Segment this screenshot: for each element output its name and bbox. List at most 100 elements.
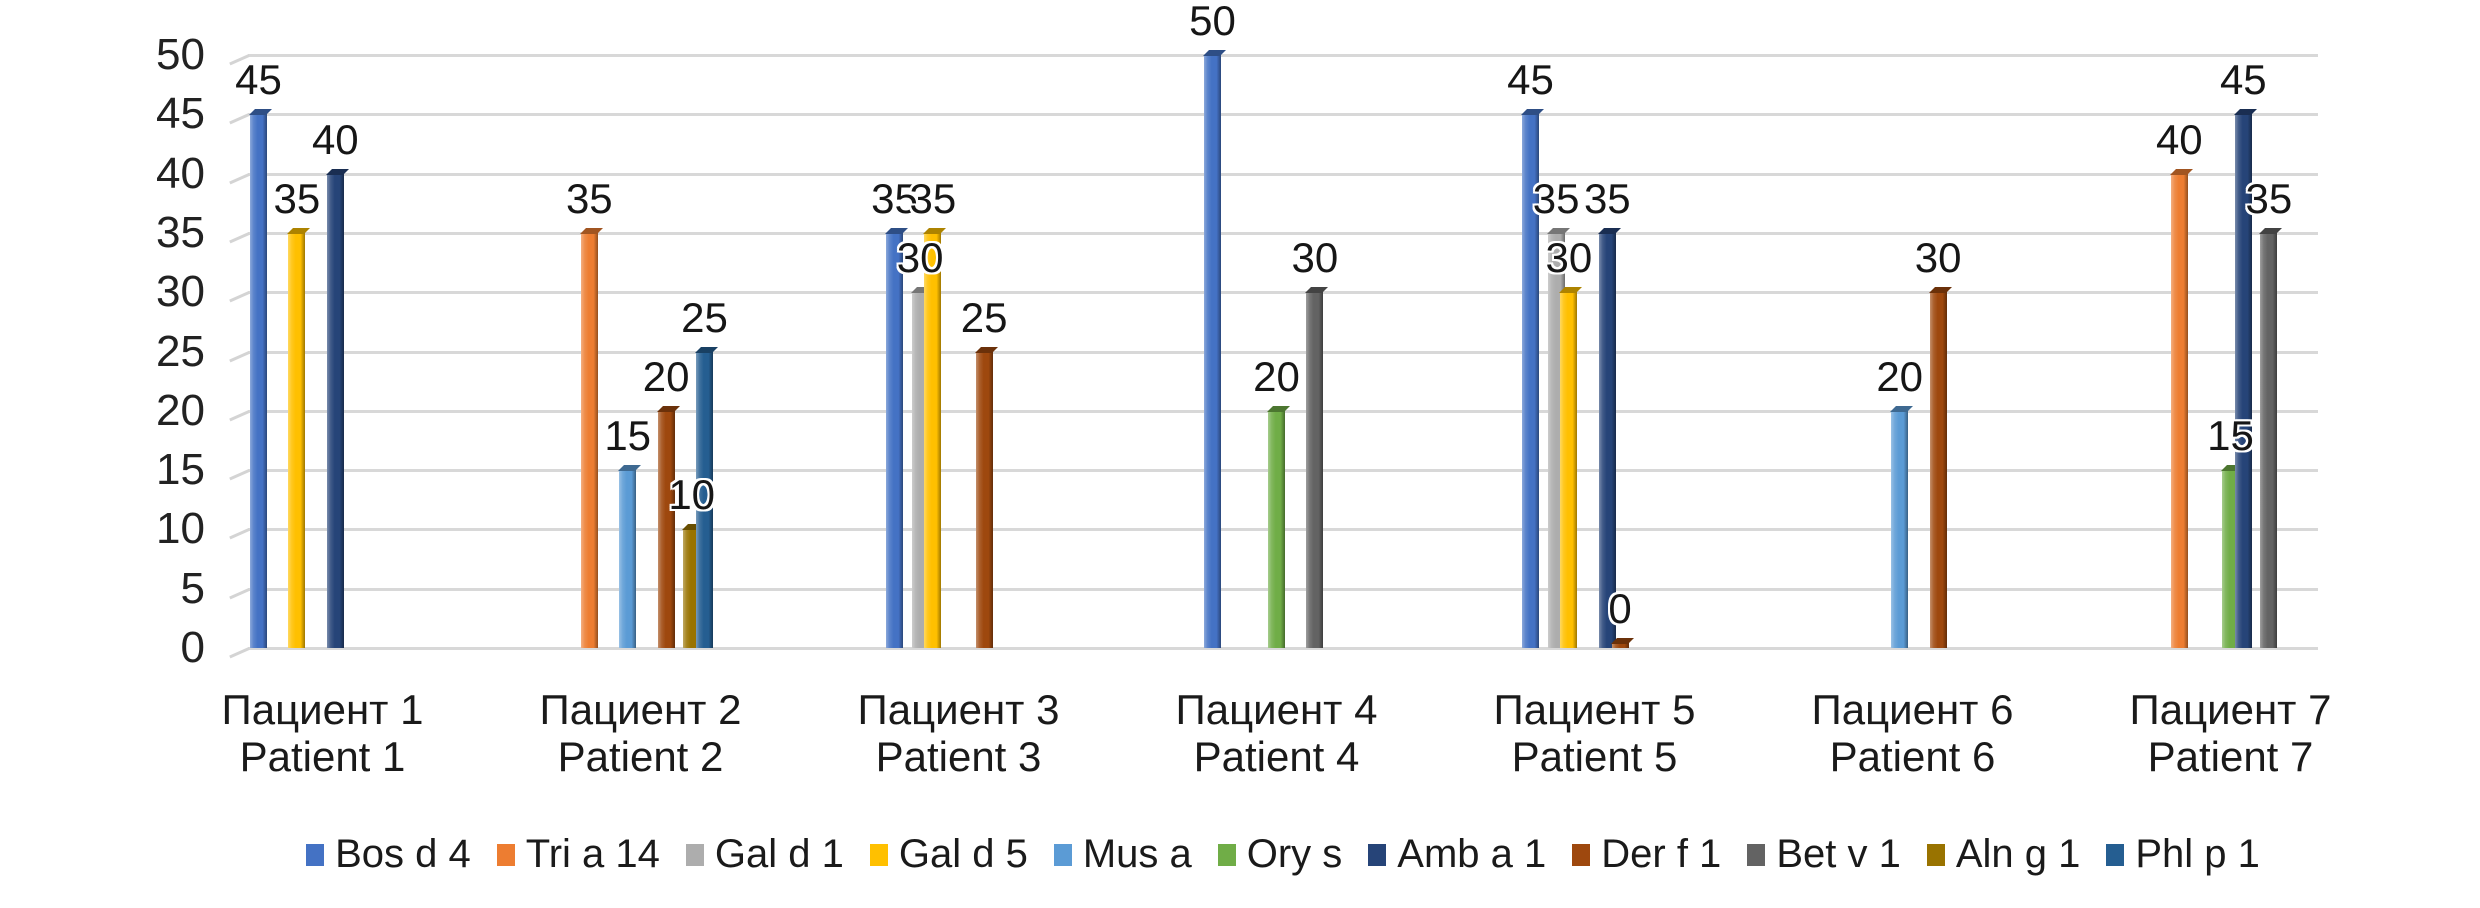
bar-top-face [618,465,642,472]
bar-top-face [579,227,603,234]
axis-depth-tick [229,409,250,422]
bar-value-label-ory-s-p4: 20 [1253,352,1300,400]
legend-item-mus-a: Mus a [1053,832,1192,877]
bar-value-label-mus-a-p2: 15 [604,412,652,460]
legend-item-bos-d-4: Bos d 4 [306,832,471,877]
patient-group-5: 45 35 30 35 0 [1507,55,1667,648]
bar-value-label-bos-d-4-p5: 45 [1507,56,1554,104]
legend-item-aln-g-1: Aln g 1 [1926,832,2081,877]
patient-group-4: 50 20 30 [1189,0,1349,648]
axis-depth-tick [229,172,250,185]
bar-mus-a-p6 [1890,405,1914,648]
bar-value-label-gal-d-5-p5: 30 [1545,234,1593,282]
patient-group-2: 35 15 20 10 25 [565,55,728,648]
legend-label: Mus a [1082,832,1192,876]
bar-mus-a-p2 [618,465,642,648]
bar-value-label-amb-a-1-p1: 40 [311,115,359,163]
legend-swatch-icon [1053,843,1072,866]
bar-value-label-amb-a-1-p5: 35 [1583,174,1631,222]
category-label-patient-7: Пациент 7 Patient 7 [2051,686,2411,780]
category-label-patient-2: Пациент 2 Patient 2 [461,686,821,780]
category-label-patient-3: Пациент 3 Patient 3 [779,686,1139,780]
bar-value-label-der-f-1-p6: 30 [1914,234,1962,282]
bar-value-label-tri-a-14-p7: 40 [2155,115,2203,163]
bar-top-face [1928,287,1952,294]
category-label-ru: Пациент 5 [1493,686,1696,733]
bar-value-label-phl-p-1-p2: 25 [681,293,728,341]
gridline [229,113,2318,125]
bar-value-label-ory-s-p7: 15 [2207,412,2254,460]
legend-item-gal-d-5: Gal d 5 [869,832,1028,877]
legend-label: Amb a 1 [1397,832,1547,876]
legend-item-gal-d-1: Gal d 1 [685,832,844,877]
legend-swatch-icon [1747,843,1766,866]
y-axis-label: 45 [156,89,205,139]
legend-label: Gal d 5 [898,832,1028,876]
bar-top-face [885,227,908,234]
y-axis-label: 5 [180,563,205,613]
bar-bos-d-4-p3 [885,227,908,648]
bar-top-face [923,227,947,234]
bar-amb-a-1-p1 [325,168,349,648]
category-label-ru: Пациент 6 [1811,686,2014,733]
patient-group-1: 45 35 40 [235,55,395,648]
bar-top-face [1890,405,1914,412]
category-label-ru: Пациент 3 [857,686,1060,733]
bar-value-label-amb-a-1-p7: 45 [2219,56,2267,104]
legend-item-amb-a-1: Amb a 1 [1368,832,1546,877]
axis-depth-tick [229,469,250,481]
bar-top-face [2169,168,2193,175]
bar-phl-p-1-p2 [695,346,718,648]
gridline [229,231,2318,244]
y-axis-label: 35 [156,207,205,257]
patient-group-7: 40 15 45 35 [2155,55,2303,648]
bar-value-label-gal-d-5-p3: 35 [909,174,957,222]
bar-gal-d-5-p3 [923,227,947,648]
bar-gal-d-1-p3 [910,287,934,648]
bar-gal-d-5-p5 [1559,287,1583,648]
bar-bet-v-1-p7 [2259,227,2283,648]
bar-bet-v-1-p4 [1305,287,1329,648]
bar-value-label-gal-d-5-p1: 35 [273,174,321,222]
bar-top-face [325,168,349,175]
category-label-en: Patient 3 [875,733,1042,780]
bar-amb-a-1-p5 [1597,227,1621,648]
legend-label: Aln g 1 [1955,832,2081,876]
legend-item-phl-p-1: Phl p 1 [2106,832,2260,877]
legend-label: Bos d 4 [335,832,471,876]
legend-swatch-icon [1572,843,1591,866]
bar-top-face [1305,287,1329,294]
bar-gal-d-1-p5 [1546,227,1570,648]
bar-bos-d-4-p5 [1521,109,1544,648]
bar-top-face [974,346,998,353]
bar-value-label-der-f-1-p2: 20 [642,352,690,400]
axis-depth-tick [229,291,250,303]
bar-top-face [1267,405,1290,412]
y-axis-label: 40 [156,148,205,198]
category-label-patient-5: Пациент 5 Patient 5 [1415,686,1775,780]
bar-value-label-bos-d-4-p4: 50 [1189,0,1236,44]
bar-top-face [287,227,311,234]
legend: Bos d 4 Tri a 14 Gal d 1 Gal d 5 Mus a Ory s A… [248,832,2318,877]
legend-swatch-icon [685,843,704,866]
patient-group-3: 35 30 35 25 [871,55,1031,648]
category-label-en: Patient 2 [557,733,724,780]
category-label-patient-4: Пациент 4 Patient 4 [1097,686,1457,780]
axis-depth-tick [229,350,250,362]
y-axis-label: 25 [156,326,205,376]
bar-top-face [1597,227,1621,234]
axis-depth-tick [229,587,250,600]
bar-top-face [249,109,272,116]
gridline [229,291,2318,303]
bar-der-f-1-p5 [1610,638,1634,648]
category-label-ru: Пациент 2 [539,686,742,733]
bar-top-face [1521,109,1544,116]
bar-bos-d-4-p4 [1203,50,1226,648]
legend-swatch-icon [306,843,325,866]
y-axis-label: 10 [156,504,205,554]
bar-value-label-tri-a-14-p2: 35 [565,174,613,222]
category-label-en: Patient 1 [239,733,406,780]
bar-tri-a-14-p2 [579,227,603,648]
y-axis-label: 30 [156,267,205,317]
bar-amb-a-1-p7 [2233,109,2257,648]
